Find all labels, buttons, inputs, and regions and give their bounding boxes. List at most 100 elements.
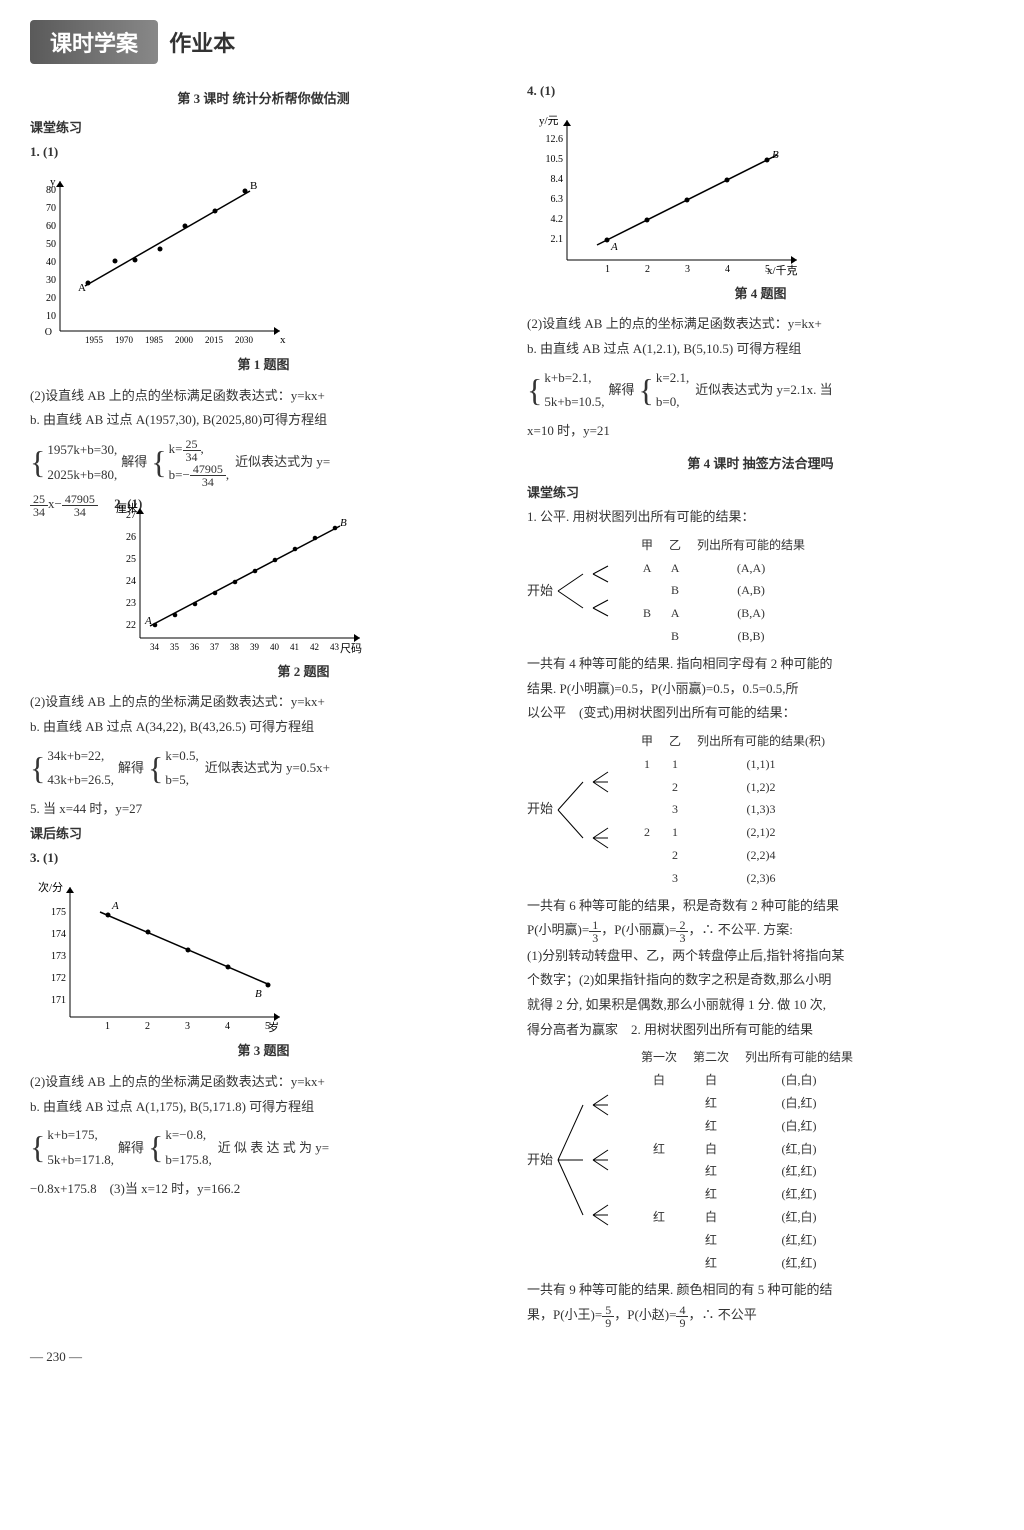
r-q1-text: 1. 公平. 用树状图列出所有可能的结果： — [527, 505, 994, 530]
svg-text:1970: 1970 — [115, 335, 134, 345]
svg-text:172: 172 — [51, 973, 66, 984]
tree3: 开始 第一次第二次列出所有可能的结果 白白(白,白) 红(白,红) 红(白,红)… — [527, 1042, 994, 1278]
svg-text:5: 5 — [265, 1021, 270, 1032]
scheme-text: (1)分别转动转盘甲、乙，两个转盘停止后,指针将指向某 个数字；(2)如果指针指… — [527, 944, 994, 1043]
svg-text:20: 20 — [46, 293, 56, 304]
svg-text:B: B — [250, 180, 257, 192]
svg-text:10.5: 10.5 — [546, 154, 564, 165]
page-number: — 230 — — [30, 1349, 994, 1365]
chart3: 次/分 岁 171 172 173 174 175 12 34 5 A — [30, 877, 497, 1064]
svg-text:1: 1 — [605, 264, 610, 275]
svg-text:80: 80 — [46, 185, 56, 196]
svg-text:A: A — [610, 241, 618, 253]
svg-text:1: 1 — [105, 1021, 110, 1032]
svg-text:5: 5 — [765, 264, 770, 275]
svg-text:O: O — [45, 327, 52, 338]
q3-label: 3. (1) — [30, 846, 497, 871]
chart1-caption: 第 1 题图 — [30, 353, 497, 378]
tree2: 开始 甲乙列出所有可能的结果(积) 11(1,1)1 2(1,2)2 3(1,3… — [527, 726, 994, 894]
svg-text:4: 4 — [225, 1021, 230, 1032]
svg-text:27: 27 — [126, 510, 136, 521]
svg-text:B: B — [340, 517, 347, 529]
svg-text:2.1: 2.1 — [551, 234, 564, 245]
svg-text:B: B — [772, 149, 779, 161]
svg-text:次/分: 次/分 — [38, 880, 63, 894]
page-header: 课时学案 作业本 — [30, 20, 994, 64]
chart1: y x O 10 20 30 40 50 60 70 80 19551970 — [30, 171, 497, 378]
content-columns: 第 3 课时 统计分析帮你做估测 课堂练习 1. (1) y x O 10 20… — [30, 79, 994, 1329]
tree1-after: 一共有 4 种等可能的结果. 指向相同字母有 2 种可能的 结果. P(小明赢)… — [527, 652, 994, 726]
svg-text:4: 4 — [725, 264, 730, 275]
svg-text:12.6: 12.6 — [546, 134, 564, 145]
tree3-after: 一共有 9 种等可能的结果. 颜色相同的有 5 种可能的结 果，P(小王)=59… — [527, 1278, 994, 1328]
q1-system: { 1957k+b=30, 2025k+b=80, 解得 { k=2534, b… — [30, 437, 497, 488]
svg-text:x/千克: x/千克 — [767, 264, 798, 277]
q1-2-text: (2)设直线 AB 上的点的坐标满足函数表达式：y=kx+ b. 由直线 AB … — [30, 384, 497, 433]
svg-text:10: 10 — [46, 311, 56, 322]
svg-text:37: 37 — [210, 642, 220, 652]
q4-label: 4. (1) — [527, 79, 994, 104]
svg-text:36: 36 — [190, 642, 200, 652]
svg-text:173: 173 — [51, 951, 66, 962]
svg-text:B: B — [255, 988, 262, 1000]
svg-text:40: 40 — [270, 642, 280, 652]
left-column: 第 3 课时 统计分析帮你做估测 课堂练习 1. (1) y x O 10 20… — [30, 79, 497, 1329]
svg-text:35: 35 — [170, 642, 180, 652]
svg-text:171: 171 — [51, 995, 66, 1006]
chart3-caption: 第 3 题图 — [30, 1039, 497, 1064]
chart4-caption: 第 4 题图 — [527, 282, 994, 307]
svg-text:A: A — [111, 900, 119, 912]
svg-text:30: 30 — [46, 275, 56, 286]
q1-label: 1. (1) — [30, 140, 497, 165]
svg-text:2: 2 — [145, 1021, 150, 1032]
svg-text:1985: 1985 — [145, 335, 164, 345]
banner: 课时学案 — [30, 20, 158, 64]
svg-text:24: 24 — [126, 576, 136, 587]
classroom-label: 课堂练习 — [30, 116, 497, 141]
tree1: 开始 甲乙列出所有可能的结果 AA(A,A) B(A,B) BA(B,A) B(… — [527, 530, 994, 652]
svg-text:2030: 2030 — [235, 335, 254, 345]
svg-text:25: 25 — [126, 554, 136, 565]
svg-text:43: 43 — [330, 642, 340, 652]
svg-text:26: 26 — [126, 532, 136, 543]
q3-2-text: (2)设直线 AB 上的点的坐标满足函数表达式：y=kx+ b. 由直线 AB … — [30, 1070, 497, 1119]
svg-text:34: 34 — [150, 642, 160, 652]
svg-text:70: 70 — [46, 203, 56, 214]
right-column: 4. (1) y/元 x/千克 2.1 4.2 6.3 8.4 10.5 12.… — [527, 79, 994, 1329]
svg-text:2015: 2015 — [205, 335, 224, 345]
svg-text:A: A — [78, 282, 86, 294]
svg-text:42: 42 — [310, 642, 319, 652]
lesson3-title: 第 3 课时 统计分析帮你做估测 — [30, 87, 497, 112]
tree2-after: 一共有 6 种等可能的结果，积是奇数有 2 种可能的结果 P(小明赢)=13，P… — [527, 894, 994, 944]
svg-text:60: 60 — [46, 221, 56, 232]
q3-final: −0.8x+175.8 (3)当 x=12 时，y=166.2 — [30, 1177, 497, 1202]
svg-text:174: 174 — [51, 929, 66, 940]
svg-text:4.2: 4.2 — [551, 214, 564, 225]
svg-text:38: 38 — [230, 642, 240, 652]
banner-sub: 作业本 — [169, 31, 235, 56]
svg-text:23: 23 — [126, 598, 136, 609]
q4-2-text: (2)设直线 AB 上的点的坐标满足函数表达式：y=kx+ b. 由直线 AB … — [527, 312, 994, 361]
svg-text:3: 3 — [185, 1021, 190, 1032]
svg-text:22: 22 — [126, 620, 136, 631]
svg-text:175: 175 — [51, 907, 66, 918]
q2-2-text: (2)设直线 AB 上的点的坐标满足函数表达式：y=kx+ b. 由直线 AB … — [30, 690, 497, 739]
homework-label: 课后练习 — [30, 822, 497, 847]
svg-text:6.3: 6.3 — [551, 194, 564, 205]
classroom-label-r: 课堂练习 — [527, 481, 994, 506]
q3-system: { k+b=175, 5k+b=171.8, 解得 { k=−0.8, b=17… — [30, 1123, 497, 1172]
lesson4-title: 第 4 课时 抽签方法合理吗 — [527, 452, 994, 477]
q2-system: { 34k+b=22, 43k+b=26.5, 解得 { k=0.5, b=5,… — [30, 744, 497, 793]
svg-text:41: 41 — [290, 642, 299, 652]
q2-final: 5. 当 x=44 时，y=27 — [30, 797, 497, 822]
svg-text:39: 39 — [250, 642, 260, 652]
svg-text:2: 2 — [645, 264, 650, 275]
chart2-caption: 第 2 题图 — [110, 660, 497, 685]
q4-final: x=10 时，y=21 — [527, 419, 994, 444]
q4-system: { k+b=2.1, 5k+b=10.5, 解得 { k=2.1, b=0, 近… — [527, 366, 994, 415]
svg-text:尺码: 尺码 — [340, 642, 362, 655]
svg-text:2000: 2000 — [175, 335, 194, 345]
svg-text:x: x — [280, 334, 286, 346]
svg-text:A: A — [144, 615, 152, 627]
svg-text:1955: 1955 — [85, 335, 104, 345]
